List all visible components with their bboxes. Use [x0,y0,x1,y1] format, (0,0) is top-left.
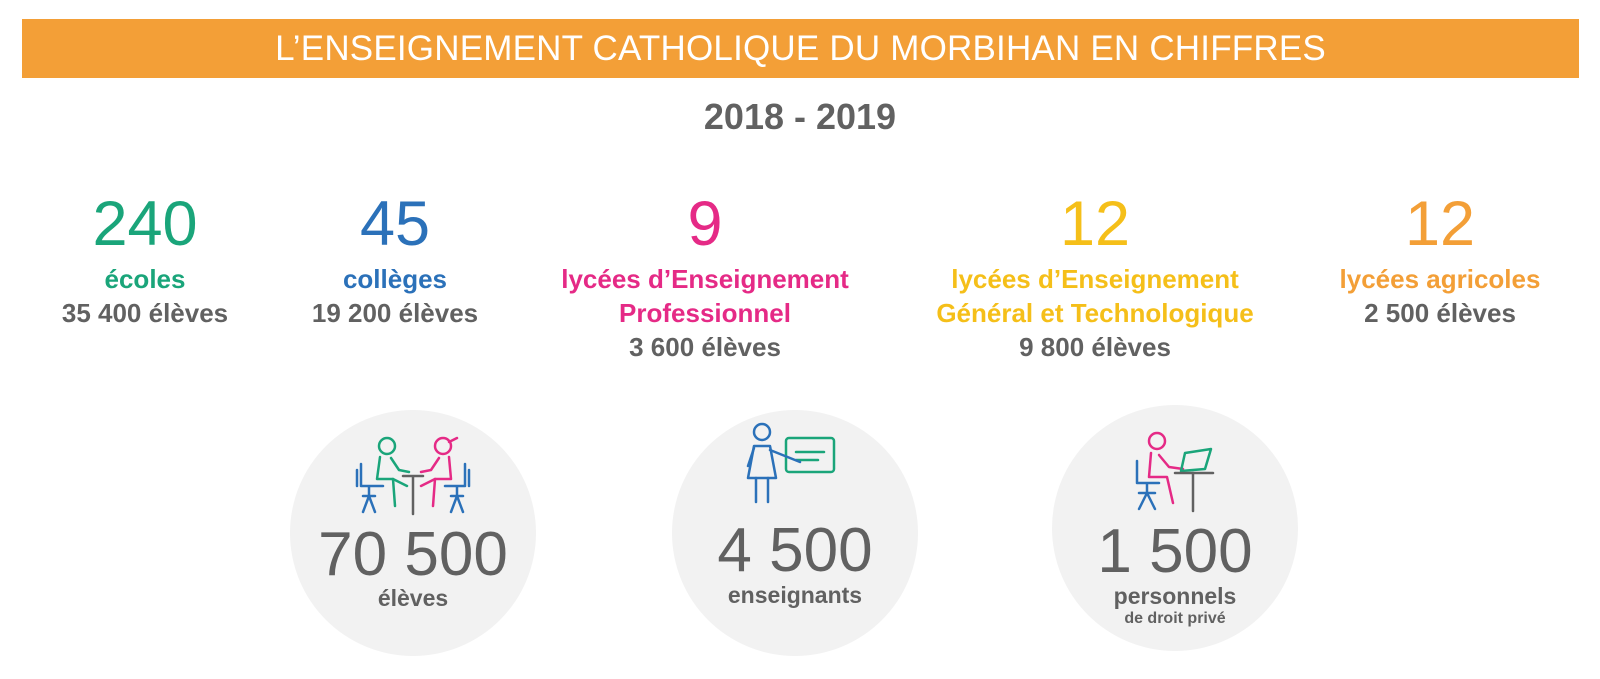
page-title: L’ENSEIGNEMENT CATHOLIQUE DU MORBIHAN EN… [275,28,1326,68]
total-students-circle: 70 500 élèves [290,410,536,656]
staff-computer-icon [1135,431,1215,513]
total-staff-circle: 1 500 personnels de droit privé [1052,405,1298,651]
stat-number: 12 [1404,189,1476,259]
stat-number: 45 [359,189,431,259]
total-caption: personnels [1113,583,1237,609]
total-caption: enseignants [727,582,863,608]
school-year: 2018 - 2019 [703,96,897,137]
stat-students: 35 400 élèves [61,298,229,328]
stat-lycees-general: 12 lycées d’Enseignement Général et Tech… [915,186,1275,365]
stat-students: 2 500 élèves [1364,298,1516,328]
stat-label: lycées agricoles [1339,264,1541,294]
stat-students: 3 600 élèves [629,332,781,362]
stat-label-line2: Professionnel [619,298,791,328]
stat-number: 240 [92,189,198,259]
stat-label: écoles [104,264,186,294]
stat-label: collèges [342,264,448,294]
stat-number: 12 [1059,189,1131,259]
total-number: 4 500 [717,516,873,585]
stat-colleges: 45 collèges 19 200 élèves [290,186,500,331]
teacher-icon [746,422,836,504]
stat-label-line1: lycées d’Enseignement [951,264,1239,294]
stat-label-line2: Général et Technologique [936,298,1254,328]
stat-students: 9 800 élèves [1019,332,1171,362]
stat-ecoles: 240 écoles 35 400 élèves [40,186,250,331]
title-banner: L’ENSEIGNEMENT CATHOLIQUE DU MORBIHAN EN… [22,19,1579,78]
total-teachers-circle: 4 500 enseignants [672,410,918,656]
stat-lycees-agricoles: 12 lycées agricoles 2 500 élèves [1310,186,1570,331]
total-number: 70 500 [318,520,508,589]
total-number: 1 500 [1097,517,1253,586]
students-icon [355,436,471,516]
stat-number: 9 [687,189,723,259]
stat-lycees-pro: 9 lycées d’Enseignement Professionnel 3 … [540,186,870,365]
total-caption: élèves [377,585,449,611]
stat-students: 19 200 élèves [311,298,479,328]
total-caption-sub: de droit privé [1124,610,1226,627]
stat-label-line1: lycées d’Enseignement [561,264,849,294]
